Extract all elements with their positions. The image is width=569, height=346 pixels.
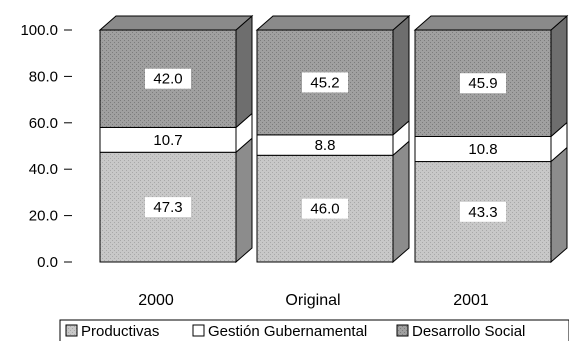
data-label: 8.8 [315,137,336,154]
bar-segment-desarrollo-social-side [235,14,253,129]
bar-segment-productivas-side [392,140,410,264]
bar-segment-desarrollo-social-top [413,15,569,31]
x-tick-label: 2001 [453,292,489,309]
data-label-box [460,201,506,222]
data-label-box [302,72,348,93]
legend-label: Desarrollo Social [412,323,525,340]
bars: 47.3 10.7 42.0 46.0 8.8 45.2 43.3 10.8 45.9 [98,14,569,264]
bar-segment-productivas-side [235,137,253,264]
legend-swatch-gesti-n-gubernamental [192,324,205,337]
bar-segment-desarrollo-social-side [392,14,410,136]
x-tick-label: Original [285,292,340,309]
bar-stack-original: 46.0 8.8 45.2 [255,14,411,264]
y-tick-label: 20.0 [29,208,58,225]
data-label: 10.8 [468,141,497,158]
category-labels: 2000 Original 2001 [138,292,489,309]
data-label-box [302,198,348,219]
legend: Productivas Gestión Gubernamental Desarrol… [59,319,569,343]
data-label: 42.0 [153,71,182,88]
legend-label: Productivas [81,323,159,340]
data-label: 47.3 [153,199,182,216]
data-label-box [460,73,506,94]
y-tick-label: 40.0 [29,161,58,178]
data-label-box [145,197,191,218]
data-label: 10.7 [153,132,182,149]
y-tick-label: 100.0 [20,22,58,39]
y-axis: 0.0 20.0 40.0 60.0 80.0 100.0 [20,22,72,271]
data-label: 45.2 [310,74,339,91]
bar-segment-desarrollo-social-top [255,15,411,31]
y-tick-label: 60.0 [29,115,58,132]
legend-swatch-productivas [65,324,78,337]
bar-stack-2000: 47.3 10.7 42.0 [98,14,254,264]
bar-segment-gesti-n-gubernamental [99,126,237,153]
legend-label: Gestión Gubernamental [208,323,367,340]
bar-segment-desarrollo-social-top [98,15,254,31]
data-label: 46.0 [310,201,339,218]
x-tick-label: 2000 [138,292,174,309]
legend-swatch-desarrollo-social [396,324,409,337]
data-label: 45.9 [468,75,497,92]
data-label-box [145,68,191,89]
bar-segment-productivas [99,151,237,263]
bar-segment-productivas-side [550,146,568,264]
y-tick-label: 80.0 [29,68,58,85]
bar-segment-desarrollo-social-side [550,14,568,138]
data-label: 43.3 [468,204,497,221]
bar-segment-gesti-n-gubernamental [414,135,552,163]
bar-stack-2001: 43.3 10.8 45.9 [413,14,569,264]
y-tick-label: 0.0 [37,254,58,271]
